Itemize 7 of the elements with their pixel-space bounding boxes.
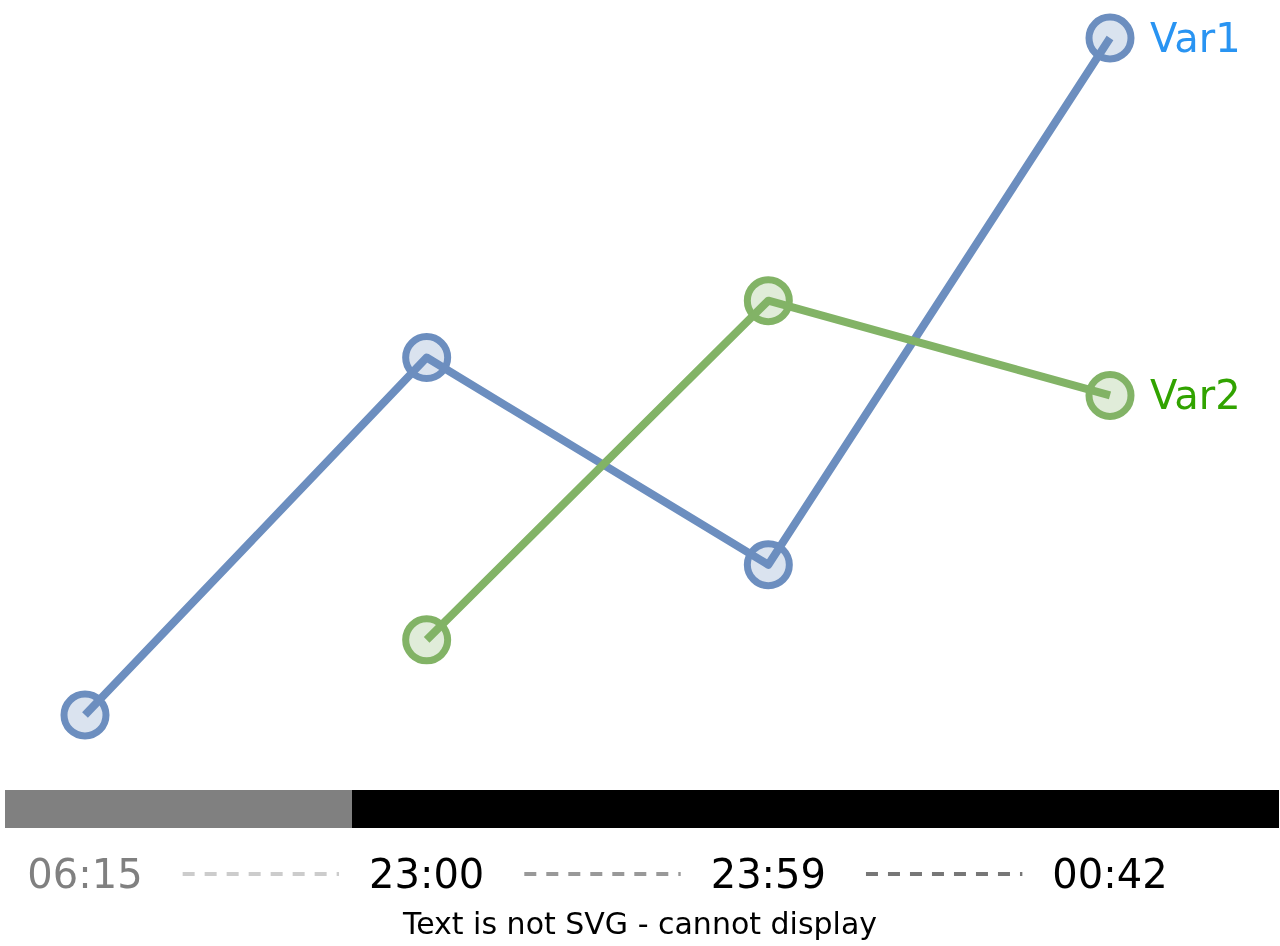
x-tick-label: 23:59 xyxy=(710,851,826,897)
series-label: Var2 xyxy=(1150,372,1241,419)
series-label: Var1 xyxy=(1150,15,1241,61)
x-tick-label: 06:15 xyxy=(27,851,143,897)
x-tick-label: 00:42 xyxy=(1052,851,1168,897)
x-tick-label: 23:00 xyxy=(369,851,485,897)
text: Text is not SVG - cannot display xyxy=(401,906,878,941)
